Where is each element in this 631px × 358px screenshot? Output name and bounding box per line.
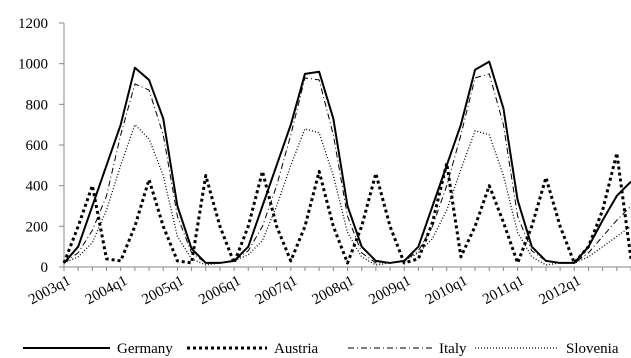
x-tick-label: 2011q1 bbox=[480, 273, 527, 308]
series-line-austria bbox=[62, 151, 631, 265]
x-axis: 2003q1 2004q1 2005q1 2006q1 2007q1 2008q1 2009… bbox=[26, 266, 631, 308]
x-tick-label: 2009q1 bbox=[366, 273, 413, 308]
series-line-italy bbox=[63, 73, 631, 264]
legend-label-italy: Italy bbox=[439, 341, 467, 357]
series-line-slovenia bbox=[63, 124, 631, 266]
x-tick-label: 2006q1 bbox=[196, 273, 243, 308]
x-tick-label: 2004q1 bbox=[83, 273, 130, 308]
y-axis: 0 200 400 600 800 1000 1200 bbox=[18, 16, 65, 276]
y-tick-label: 600 bbox=[26, 138, 49, 154]
x-tick-label: 2010q1 bbox=[423, 273, 470, 308]
legend: Germany Austria Italy Slovenia bbox=[23, 341, 619, 357]
y-tick-label: 200 bbox=[26, 219, 49, 235]
x-tick-label: 2007q1 bbox=[253, 273, 300, 308]
legend-label-austria: Austria bbox=[274, 341, 319, 357]
y-tick-label: 0 bbox=[41, 260, 49, 276]
y-tick-label: 400 bbox=[26, 179, 49, 195]
series-layer bbox=[62, 60, 631, 266]
legend-label-slovenia: Slovenia bbox=[566, 341, 619, 357]
x-tick-label: 2003q1 bbox=[26, 273, 73, 308]
y-tick-label: 1000 bbox=[18, 57, 48, 73]
y-tick-label: 1200 bbox=[18, 16, 48, 32]
y-tick-label: 800 bbox=[26, 97, 49, 113]
series-line-germany bbox=[63, 60, 631, 264]
x-tick-label: 2008q1 bbox=[310, 273, 357, 308]
x-tick-label: 2005q1 bbox=[140, 273, 187, 308]
legend-label-germany: Germany bbox=[117, 341, 173, 357]
x-tick-label: 2012q1 bbox=[536, 273, 583, 308]
